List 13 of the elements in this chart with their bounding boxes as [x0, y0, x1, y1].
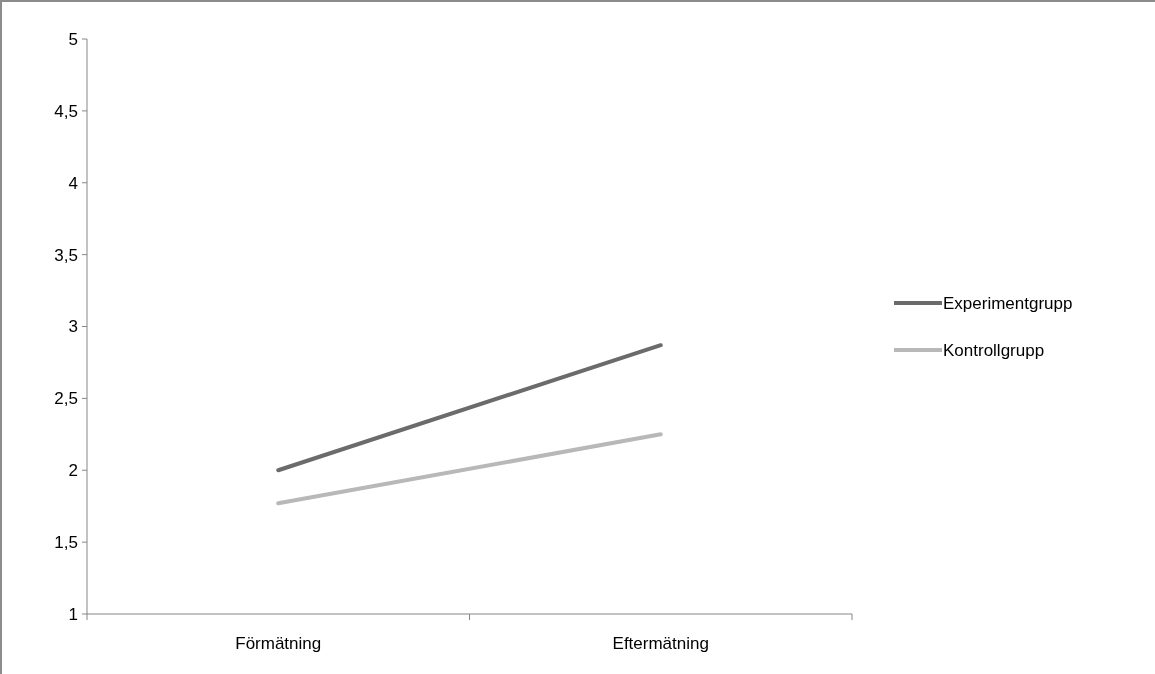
y-tick-label: 4,5 [54, 101, 78, 121]
x-tick-label: Förmätning [235, 634, 322, 653]
x-tick-label: Eftermätning [612, 634, 709, 653]
y-tick-label: 1 [68, 604, 78, 624]
y-tick-label: 5 [68, 29, 78, 49]
legend-label: Experimentgrupp [943, 293, 1073, 313]
y-tick-label: 3 [68, 317, 78, 337]
y-tick-label: 1,5 [54, 533, 78, 553]
y-tick-label: 2 [68, 461, 78, 481]
y-tick-label: 3,5 [54, 245, 78, 265]
legend-label: Kontrollgrupp [943, 340, 1045, 360]
y-tick-label: 2,5 [54, 389, 78, 409]
y-tick-label: 4 [68, 173, 78, 193]
